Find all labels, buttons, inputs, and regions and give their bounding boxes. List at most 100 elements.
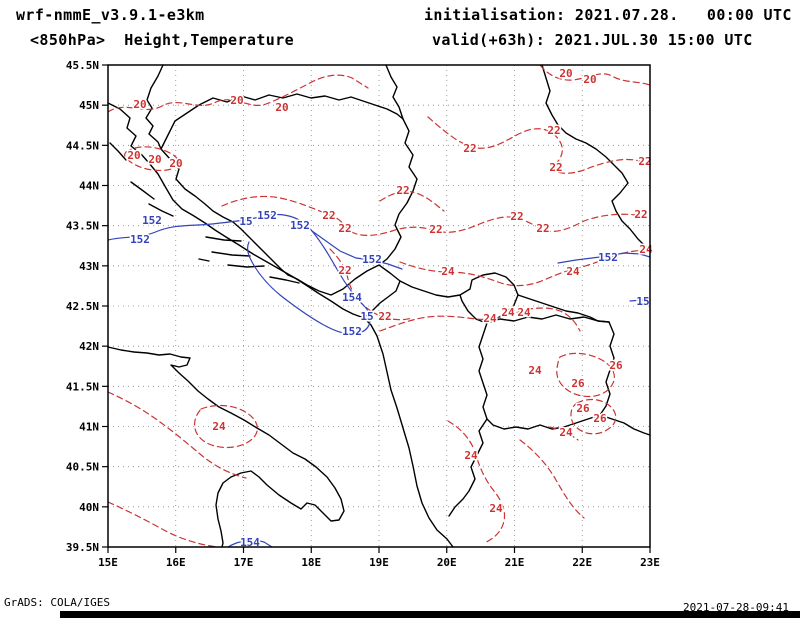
height-contour-152: [107, 213, 313, 241]
coastline-adriatic-east: [107, 102, 454, 548]
temperature-label: 24: [566, 265, 580, 278]
axes: 45.5N 45N 44.5N 44N 43.5N 43N 42.5N 42N 41.5N 41N…: [66, 59, 660, 569]
temperature-label: 26: [571, 377, 585, 390]
y-axis-label: 40.5N: [66, 461, 99, 474]
y-axis-label: 43N: [79, 260, 99, 273]
x-axis-label: 23E: [640, 556, 660, 569]
y-axis-label: 42.5N: [66, 300, 99, 313]
border-kosovo: [378, 264, 519, 324]
temperature-label: 20: [275, 101, 288, 114]
temp-contour-20: [107, 74, 369, 113]
plot-subtitle: <850hPa> Height,Temperature: [30, 31, 295, 49]
temp-contour-26: [570, 398, 617, 435]
y-axis-label: 43.5N: [66, 220, 99, 233]
model-title: wrf-nmmE_v3.9.1-e3km: [16, 6, 205, 24]
height-label: 152: [257, 209, 277, 222]
height-contour-154: [227, 539, 273, 548]
y-axis-label: 41.5N: [66, 380, 99, 393]
height-contours: [107, 213, 651, 548]
border-macedonia: [478, 314, 615, 430]
temperature-label: 20: [559, 67, 572, 80]
x-axis-label: 15E: [98, 556, 118, 569]
height-label: 152: [362, 253, 382, 266]
height-label: 152: [342, 325, 362, 338]
temp-contour-22: [221, 195, 651, 236]
temp-contour-24: [399, 248, 651, 287]
x-axis-label: 16E: [166, 556, 186, 569]
temperature-label: 22: [549, 161, 562, 174]
temp-contour-24: [107, 391, 247, 479]
temperature-label: 22: [638, 155, 651, 168]
temp-contour-24: [379, 307, 581, 332]
height-label: 15: [239, 215, 252, 228]
valid-time-label: valid(+63h): 2021.JUL.30 15:00 UTC: [432, 31, 753, 49]
x-axis-label: 22E: [572, 556, 592, 569]
plot-timestamp: 2021-07-28-09:41: [683, 601, 789, 614]
map-frame: [107, 64, 651, 548]
x-axis-label: 21E: [505, 556, 525, 569]
temperature-label: 22: [338, 264, 351, 277]
x-axis-label: 20E: [437, 556, 457, 569]
temp-contour-26: [556, 352, 615, 398]
temperature-label: 24: [489, 502, 503, 515]
border-sava-north: [160, 93, 404, 150]
height-label: 154: [342, 291, 362, 304]
temp-contour-22: [379, 190, 445, 212]
border-danube-north: [385, 64, 404, 120]
temp-contour-24: [549, 426, 579, 441]
border-bosnia-montenegro: [287, 264, 380, 296]
x-axis-label: 17E: [234, 556, 254, 569]
height-label: 15: [636, 295, 649, 308]
temp-contour-22: [427, 116, 651, 174]
height-label: 152: [598, 251, 618, 264]
height-contour-152: [557, 252, 651, 264]
height-contour-152: [311, 230, 403, 270]
coastline-dalmatian-islands: [109, 142, 300, 284]
height-label: 15: [360, 310, 373, 323]
border-albania-greece: [448, 418, 488, 517]
border-greece-bulgaria: [599, 414, 651, 436]
temperature-label: 26: [609, 359, 623, 372]
temp-contour-24: [447, 420, 506, 544]
temperature-label: 22: [547, 124, 560, 137]
temperature-label: 24: [559, 426, 573, 439]
border-drina: [378, 118, 418, 266]
height-label: 152: [142, 214, 162, 227]
temperature-contours: [107, 64, 651, 548]
temperature-label: 22: [378, 310, 391, 323]
height-contour-152: [246, 230, 371, 335]
temperature-label: 20: [583, 73, 596, 86]
temperature-label: 26: [593, 412, 607, 425]
height-label: 152: [130, 233, 150, 246]
coastline-borders: [107, 64, 651, 548]
y-axis-label: 44N: [79, 180, 99, 193]
temperature-label: 26: [576, 402, 590, 415]
temp-contour-24: [519, 439, 585, 519]
temperature-label: 24: [501, 306, 515, 319]
height-contour-150: [629, 299, 651, 302]
temperature-label: 20: [133, 98, 146, 111]
temperature-label: 24: [517, 306, 531, 319]
temperature-label: 24: [441, 265, 455, 278]
temp-contour-20: [539, 64, 651, 86]
temperature-label: 22: [396, 184, 409, 197]
temperature-label: 24: [528, 364, 542, 377]
graticule-grid: [108, 65, 650, 547]
border-montenegro-albania: [363, 280, 401, 319]
border-croatia-bosnia: [160, 148, 289, 276]
temperature-label: 22: [338, 222, 351, 235]
x-axis-label: 18E: [301, 556, 321, 569]
temperature-label: 22: [536, 222, 549, 235]
y-axis-label: 42N: [79, 340, 99, 353]
temperature-label: 22: [510, 210, 523, 223]
y-axis-label: 39.5N: [66, 541, 99, 554]
temp-contour-24: [193, 404, 258, 449]
temperature-label: 22: [463, 142, 476, 155]
y-axis-label: 45N: [79, 99, 99, 112]
temperature-label: 22: [429, 223, 442, 236]
border-serbia-romania-bulgaria: [541, 64, 651, 252]
temperature-label: 24: [212, 420, 226, 433]
temperature-label: 20: [127, 149, 140, 162]
